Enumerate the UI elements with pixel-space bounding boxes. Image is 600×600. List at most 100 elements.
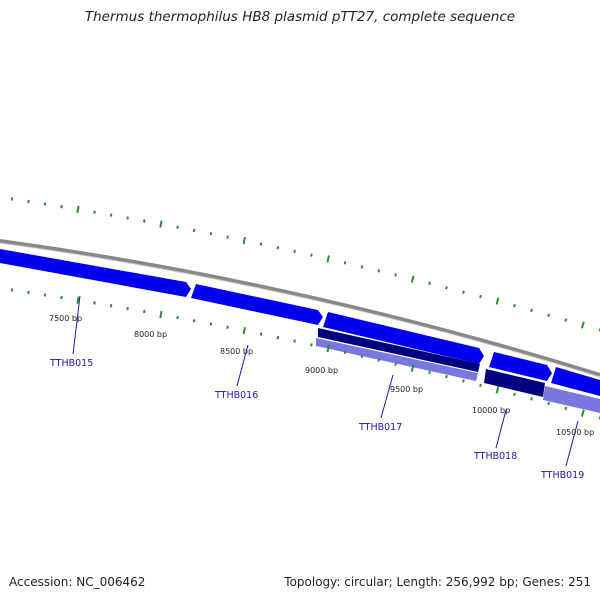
- feature-track-2: [316, 328, 600, 413]
- minor-tick: [226, 235, 229, 239]
- gene-label-tthb016[interactable]: TTHB016: [214, 390, 258, 401]
- inner-tick-row: [10, 288, 600, 420]
- gene-label-tthb017[interactable]: TTHB017: [358, 422, 402, 433]
- minor-tick: [27, 199, 30, 204]
- cds-arrow: [323, 312, 484, 364]
- major-tick: [159, 310, 163, 319]
- minor-tick: [43, 293, 47, 297]
- minor-tick: [176, 225, 179, 229]
- cds-arrow: [0, 249, 191, 297]
- major-tick: [410, 275, 415, 283]
- scale-label: 8000 bp: [134, 330, 167, 339]
- minor-tick: [547, 401, 551, 406]
- minor-tick: [109, 213, 113, 217]
- major-tick: [495, 297, 500, 305]
- minor-tick: [445, 286, 448, 290]
- minor-tick: [310, 253, 313, 257]
- minor-tick: [259, 332, 263, 336]
- minor-tick: [530, 308, 533, 313]
- minor-tick: [226, 325, 229, 329]
- major-tick: [326, 255, 330, 263]
- minor-tick: [143, 309, 146, 314]
- minor-tick: [209, 322, 213, 326]
- minor-tick: [192, 228, 196, 233]
- gene-leader-lines: [72, 295, 579, 467]
- minor-tick: [209, 232, 213, 236]
- cds-arrow: [551, 367, 600, 396]
- major-tick: [495, 386, 500, 394]
- minor-tick: [513, 392, 516, 397]
- leader-line: [495, 409, 507, 449]
- minor-tick: [60, 295, 63, 300]
- minor-tick: [564, 318, 568, 322]
- minor-tick: [394, 362, 397, 366]
- scale-label: 9000 bp: [305, 366, 338, 375]
- minor-tick: [126, 216, 129, 220]
- major-tick: [410, 364, 415, 372]
- gene-label-tthb018[interactable]: TTHB018: [473, 451, 517, 462]
- major-tick: [76, 205, 80, 214]
- scale-label: 10000 bp: [472, 406, 510, 415]
- scale-label: 8500 bp: [220, 347, 253, 356]
- feature-bar-dark: [318, 328, 480, 372]
- accession-text: Accession: NC_006462: [9, 575, 146, 589]
- leader-line: [236, 344, 249, 387]
- major-tick: [580, 409, 585, 417]
- minor-tick: [343, 350, 347, 355]
- major-tick: [76, 296, 80, 304]
- minor-tick: [377, 269, 381, 273]
- minor-tick: [176, 315, 179, 320]
- minor-tick: [360, 265, 364, 269]
- minor-tick: [343, 261, 347, 265]
- minor-tick: [259, 242, 263, 246]
- feature-bar-light: [316, 338, 478, 381]
- map-summary-text: Topology: circular; Length: 256,992 bp; …: [284, 575, 591, 589]
- minor-tick: [276, 246, 280, 250]
- minor-tick: [479, 294, 482, 299]
- minor-tick: [60, 205, 63, 209]
- scale-label: 9500 bp: [390, 385, 423, 394]
- map-title: Thermus thermophilus HB8 plasmid pTT27, …: [84, 9, 516, 25]
- major-tick: [242, 327, 246, 335]
- major-tick: [242, 236, 246, 245]
- major-tick: [326, 344, 330, 353]
- minor-tick: [445, 374, 448, 379]
- leader-line: [565, 420, 579, 467]
- backbone-inner-line: [0, 242, 600, 378]
- outer-tick-row: [10, 197, 600, 332]
- minor-tick: [513, 304, 516, 308]
- minor-tick: [126, 306, 129, 311]
- major-tick: [159, 220, 163, 228]
- minor-tick: [394, 273, 398, 277]
- minor-tick: [43, 202, 47, 206]
- gene-label-tthb019[interactable]: TTHB019: [540, 470, 584, 481]
- leader-line: [380, 374, 394, 419]
- minor-tick: [360, 354, 364, 358]
- minor-tick: [547, 313, 551, 317]
- leader-line: [72, 295, 81, 355]
- minor-tick: [479, 383, 482, 388]
- minor-tick: [428, 370, 431, 375]
- minor-tick: [276, 335, 280, 340]
- gene-label-tthb015[interactable]: TTHB015: [49, 358, 93, 369]
- feature-bar-dark: [484, 369, 545, 397]
- cds-arrow: [489, 352, 552, 381]
- minor-tick: [377, 358, 381, 362]
- gene-labels: TTHB015 TTHB016 TTHB017 TTHB018 TTHB019: [49, 358, 584, 481]
- minor-tick: [293, 339, 296, 343]
- scale-label: 7500 bp: [49, 314, 82, 323]
- forward-cds-track: [0, 249, 600, 396]
- feature-bar-light: [543, 386, 600, 413]
- minor-tick: [143, 219, 146, 223]
- major-tick: [580, 321, 585, 329]
- minor-tick: [462, 290, 465, 294]
- cds-arrow: [191, 284, 323, 325]
- minor-tick: [462, 379, 465, 383]
- minor-tick: [428, 281, 431, 286]
- minor-tick: [93, 301, 96, 305]
- minor-tick: [93, 210, 96, 214]
- minor-tick: [109, 304, 113, 308]
- minor-tick: [293, 249, 296, 254]
